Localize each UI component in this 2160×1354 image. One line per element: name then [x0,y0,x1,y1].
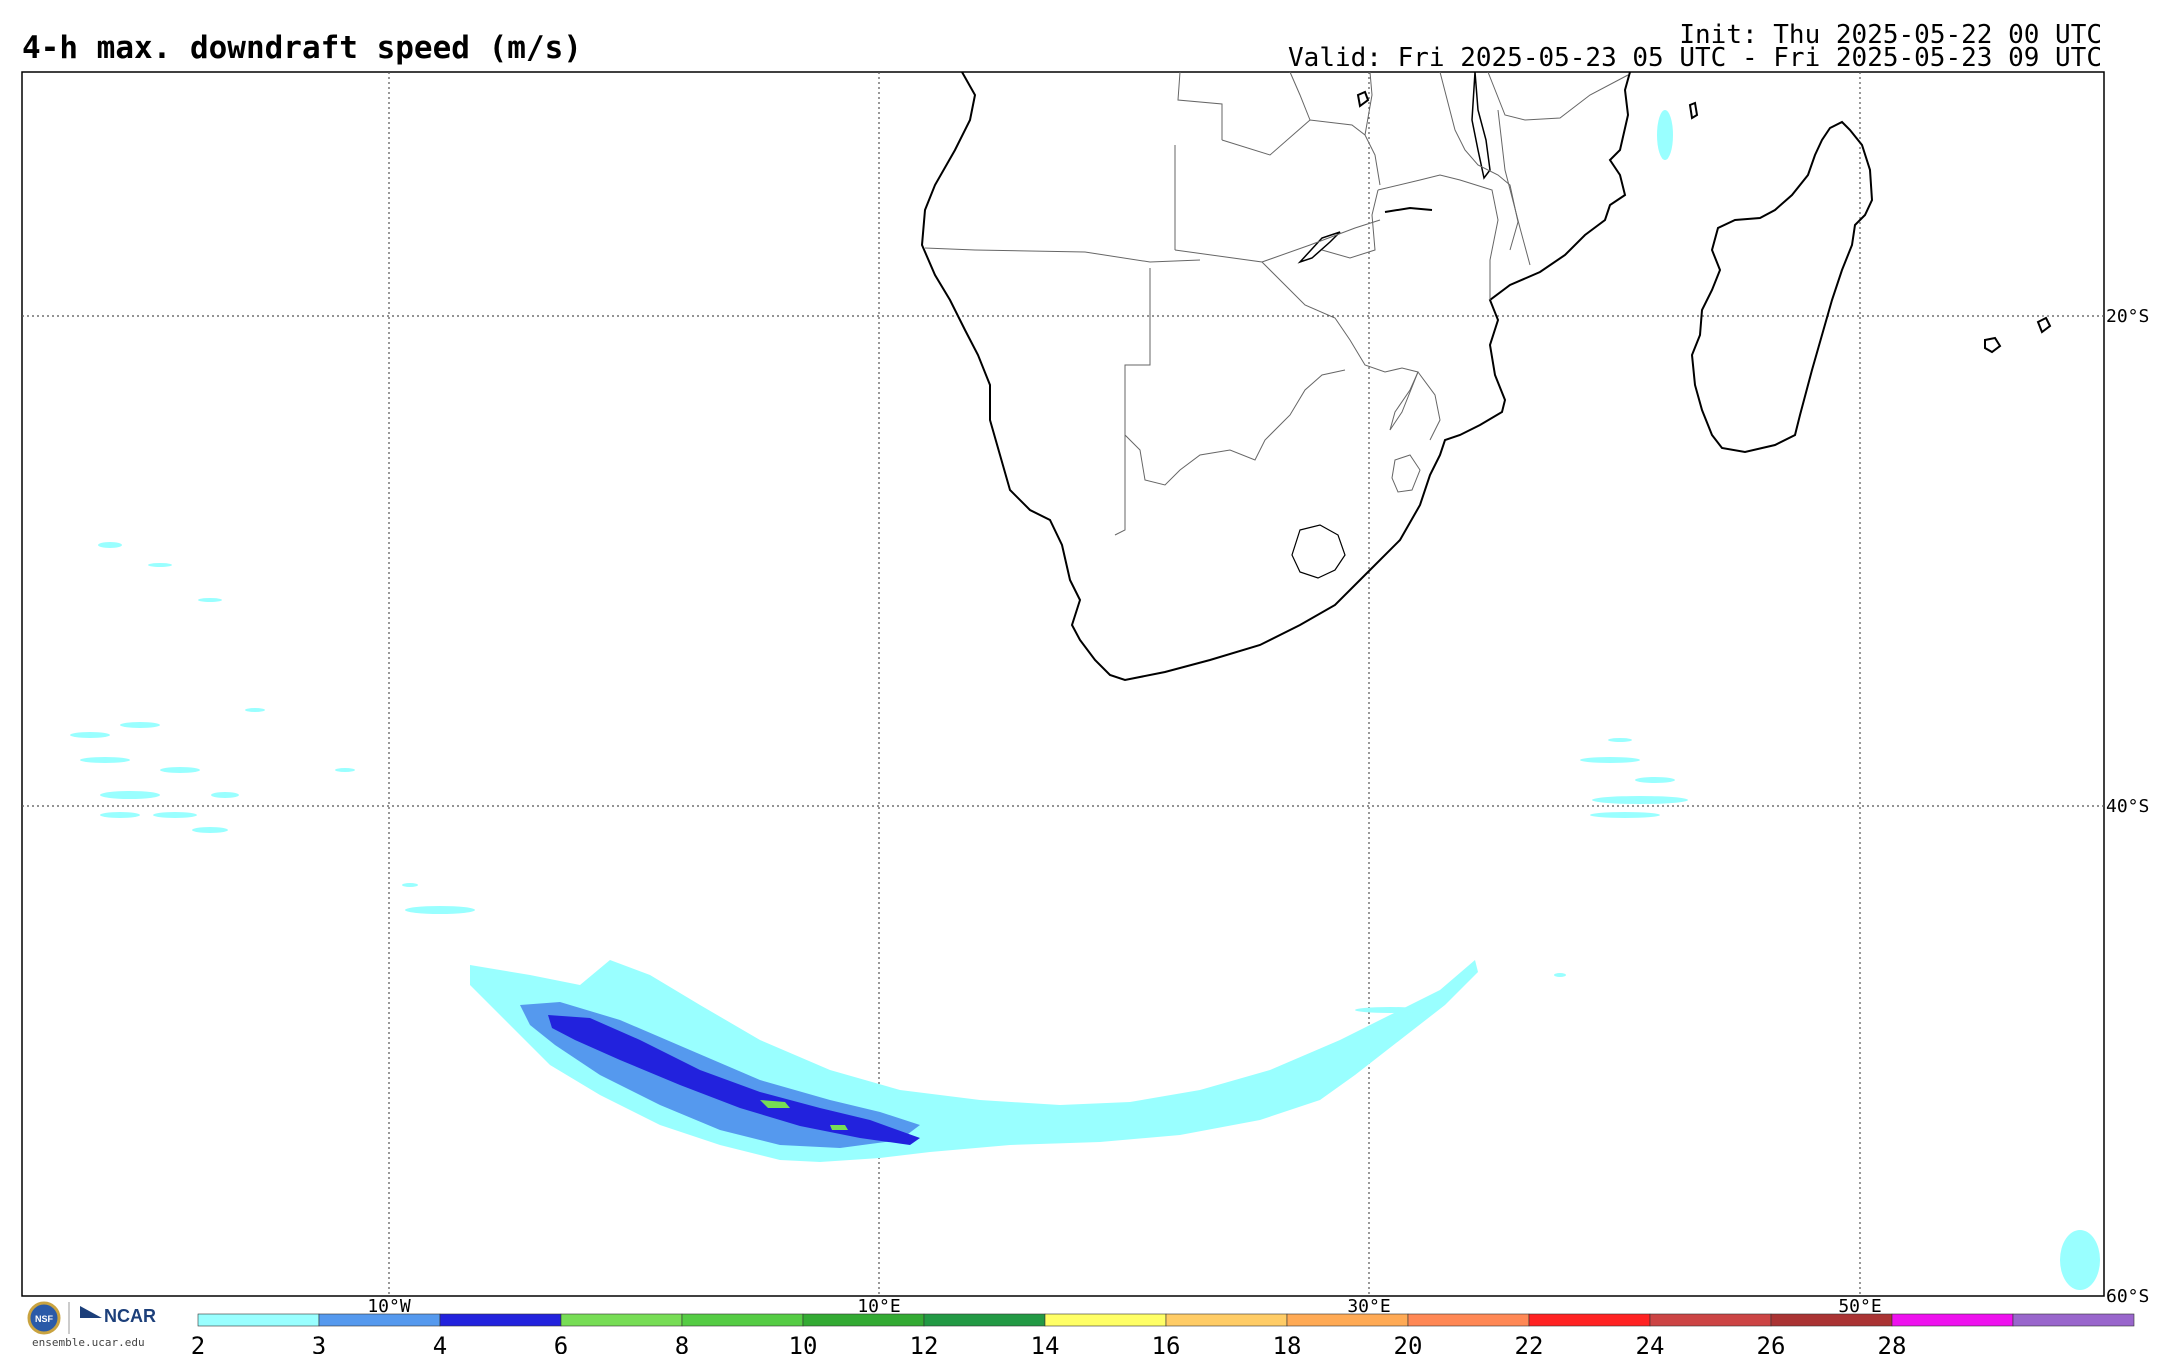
ncar-logo-mark [80,1306,102,1318]
colorbar-swatch [1165,1313,1288,1327]
lon-label-50e: 50°E [1838,1296,1881,1317]
country-borders [924,71,1629,536]
colorbar-tick-label: 10 [789,1332,818,1354]
colorbar-swatch [802,1313,925,1327]
lake-zanzibar [1688,101,1699,120]
coastlines [920,71,2052,682]
colorbar-swatch [1407,1313,1530,1327]
colorbar-tick-label: 8 [675,1332,689,1354]
colorbar-tick-label: 14 [1031,1332,1060,1354]
colorbar-swatch [1770,1313,1893,1327]
colorbar-tick-label: 3 [312,1332,326,1354]
africa-coastline [920,71,1631,682]
colorbar-swatch [439,1313,562,1327]
lon-label-30e: 30°E [1347,1296,1390,1317]
colorbar-swatch [1528,1313,1651,1327]
colorbar-tick-labels: 2 3 4 6 8 10 12 14 16 18 20 22 24 26 28 [191,1332,1907,1354]
lake-malawi [1471,71,1491,180]
madagascar [1690,120,1874,454]
colorbar-tick-label: 16 [1152,1332,1181,1354]
map-frame [21,71,2105,1297]
lon-label-10w: 10°W [367,1296,411,1317]
colorbar-tick-label: 2 [191,1332,205,1354]
colorbar-tick-label: 28 [1878,1332,1907,1354]
nsf-logo: NSF [27,1301,102,1335]
contour-4-6-band [548,1015,920,1145]
colorbar-tick-label: 6 [554,1332,568,1354]
lake-tanganyika-fragment [1356,90,1370,108]
init-time: Init: Thu 2025-05-22 00 UTC [1679,20,2102,50]
colorbar-swatch [560,1313,683,1327]
colorbar-tick-label: 20 [1394,1332,1423,1354]
colorbar-swatch [1286,1313,1409,1327]
lon-label-10e: 10°E [857,1296,900,1317]
colorbar-tick-label: 26 [1757,1332,1786,1354]
colorbar [197,1313,2135,1327]
colorbar-tick-label: 4 [433,1332,447,1354]
colorbar-swatch [2012,1313,2135,1327]
downdraft-field [70,110,2100,1290]
ncar-logo-label: NCAR [104,1306,156,1326]
colorbar-tick-label: 18 [1273,1332,1302,1354]
colorbar-swatch [1649,1313,1772,1327]
contour-6-8-spot-2 [830,1125,848,1130]
svg-text:NSF: NSF [35,1314,54,1324]
ensemble-url: ensemble.ucar.edu [32,1336,145,1349]
lat-label-60s: 60°S [2106,1286,2149,1307]
colorbar-swatch [318,1313,441,1327]
colorbar-swatch [923,1313,1046,1327]
contour-6-8-spot [760,1100,790,1108]
colorbar-swatch [681,1313,804,1327]
colorbar-swatch [197,1313,320,1327]
colorbar-swatch [1891,1313,2014,1327]
mauritius [1984,336,2002,354]
colorbar-tick-label: 24 [1636,1332,1665,1354]
colorbar-tick-label: 12 [910,1332,939,1354]
lesotho [1291,524,1346,579]
map-title: 4-h max. downdraft speed (m/s) [22,30,582,66]
reunion [2036,316,2052,334]
lat-label-20s: 20°S [2106,306,2149,327]
colorbar-tick-label: 22 [1515,1332,1544,1354]
colorbar-swatch [1044,1313,1167,1327]
valid-time: Valid: Fri 2025-05-23 05 UTC - Fri 2025-… [1288,43,2102,73]
scattered-cells [70,110,2100,1290]
lat-label-40s: 40°S [2106,796,2149,817]
cahora-bassa [1384,206,1433,213]
